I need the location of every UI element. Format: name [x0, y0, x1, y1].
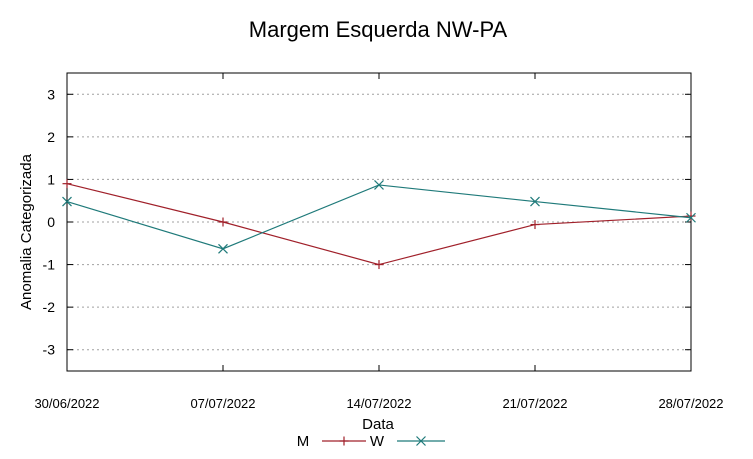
- y-tick-label: -2: [43, 299, 56, 315]
- data-point-m: [686, 211, 696, 221]
- x-tick-label: 28/07/2022: [658, 396, 723, 411]
- legend-label-w: W: [370, 433, 385, 450]
- x-tick-label: 21/07/2022: [502, 396, 567, 411]
- y-tick-label: -1: [43, 257, 56, 273]
- series-line-m: [66, 183, 692, 266]
- legend-label-m: M: [297, 433, 310, 450]
- series-line-w: [66, 184, 692, 250]
- y-tick-label: -3: [43, 342, 56, 358]
- data-point-m: [530, 220, 540, 230]
- x-axis-ticks: 30/06/2022 07/07/2022 14/07/2022 21/07/2022…: [34, 73, 724, 411]
- chart-title: Margem Esquerda NW-PA: [249, 17, 508, 42]
- data-point-m: [374, 260, 384, 270]
- data-point-w: [62, 196, 72, 207]
- data-point-w: [374, 180, 384, 190]
- x-tick-label: 07/07/2022: [190, 396, 255, 411]
- data-point-m: [218, 217, 228, 227]
- series-group: [62, 179, 696, 270]
- legend-marker-w: [416, 436, 426, 446]
- y-axis-ticks: 3 2 1 0 -1 -2 -3: [43, 86, 691, 358]
- data-point-w: [530, 196, 540, 207]
- data-point-w: [218, 243, 228, 254]
- grid-lines: [67, 93, 691, 351]
- x-axis-label: Data: [362, 416, 394, 433]
- legend-marker-m: [339, 436, 349, 446]
- x-tick-label: 14/07/2022: [346, 396, 411, 411]
- y-tick-label: 0: [47, 214, 55, 230]
- y-axis-label: Anomalia Categorizada: [18, 153, 35, 310]
- data-point-m: [62, 179, 72, 189]
- data-point-w: [686, 212, 696, 223]
- y-tick-label: 3: [47, 86, 55, 102]
- y-tick-label: 2: [47, 129, 55, 145]
- x-tick-label: 30/06/2022: [34, 396, 99, 411]
- y-tick-label: 1: [47, 171, 55, 187]
- legend: M W: [297, 433, 445, 450]
